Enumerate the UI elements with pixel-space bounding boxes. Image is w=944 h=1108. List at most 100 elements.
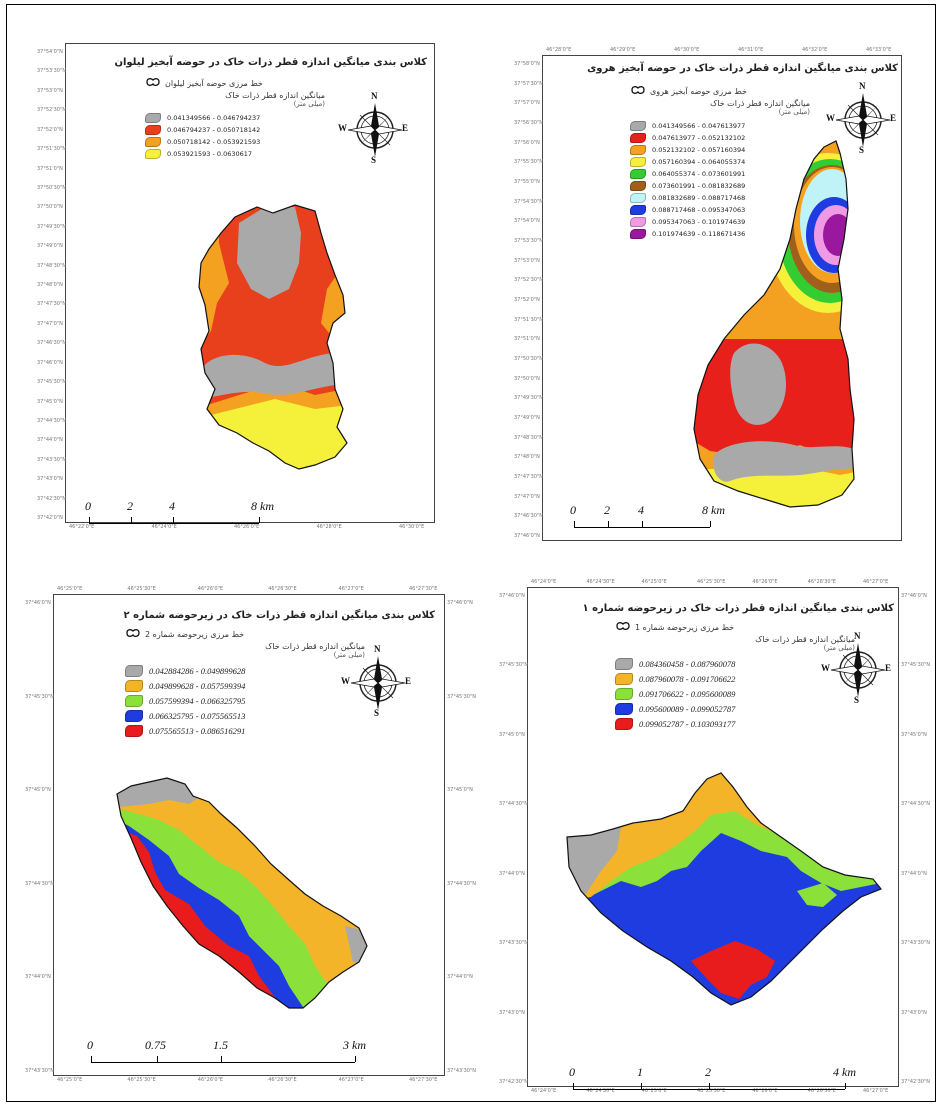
scale-label: 4 [638,503,644,517]
latitude-tick: 37°46'0"N [901,593,927,599]
legend-swatch [615,672,633,685]
compass-label-s: S [371,155,377,165]
latitude-tick: 37°58'0"N [514,61,540,67]
class-zone [691,941,775,999]
latitude-tick: 37°45'30"N [901,662,931,669]
legend-items: 0.041349566 - 0.047613977 0.047613977 - 0… [630,120,810,240]
legend-swatch [615,717,633,730]
latitude-tick: 37°45'0"N [37,398,63,405]
class-zone [237,207,301,299]
legend: خط مرزی زیرحوضه شماره 2 میانگین اندازه ق… [125,628,365,738]
legend-label: 0.081832689 - 0.088717468 [652,194,746,202]
scale-label: 0 [87,1038,93,1052]
latitude-tick: 37°46'0"N [25,600,51,606]
legend-swatch [145,125,161,135]
latitude-tick: 37°52'0"N [37,126,63,133]
scale-label: 3 km [343,1038,366,1052]
legend-item: 0.095600089 - 0.099052787 [615,701,855,716]
latitude-tick: 37°51'30"N [37,146,67,153]
latitude-tick: 37°50'0"N [514,375,540,382]
latitude-tick: 37°43'30"N [499,940,529,947]
longitude-tick: 46°27'0"E [863,579,889,585]
scale-label: 2 [127,499,133,513]
legend-items: 0.041349566 - 0.046794237 0.046794237 - 0… [145,112,325,160]
latitude-tick: 37°50'30"N [514,356,544,362]
legend-swatch [630,157,646,167]
longitude-tick: 46°29'0"E [610,47,636,53]
scale-label: 0 [569,1065,575,1079]
longitude-tick: 46°25'0"E [641,579,667,585]
latitude-tick: 37°42'30"N [901,1079,931,1085]
legend-item: 0.095347063 - 0.101974639 [630,216,810,228]
legend-label: 0.041349566 - 0.047613977 [652,122,746,130]
legend-label: 0.095600089 - 0.099052787 [639,703,736,714]
legend-swatch [125,694,143,707]
legend-label: 0.052132102 - 0.057160394 [652,146,746,154]
legend-label: 0.041349566 - 0.046794237 [167,114,261,122]
compass-label-e: E [402,123,409,133]
scale-bar: 0 2 4 8 km [570,503,770,533]
longitude-tick: 46°28'0"E [316,524,342,530]
legend-item: 0.049899628 - 0.057599394 [125,678,365,693]
compass-label-e: E [885,663,892,673]
class-zone [567,821,621,895]
latitude-tick: 37°54'0"N [514,218,540,225]
legend-unit: (میلی متر) [823,644,855,652]
latitude-tick: 37°52'30"N [514,277,544,284]
scale-label: 4 [169,499,175,513]
compass-label-n: N [859,81,866,91]
longitude-tick: 46°24'30"E [586,1088,615,1094]
latitude-tick: 37°53'30"N [514,238,544,244]
compass-label-n: N [371,91,378,101]
scale-label: 0 [570,503,576,517]
legend-item: 0.050718142 - 0.053921593 [145,136,325,148]
legend-swatch [630,229,646,239]
class-zone [713,441,854,482]
class-zone [730,343,786,425]
legend-unit: (میلی متر) [293,100,325,108]
legend-swatch [630,169,646,179]
legend-label: 0.049899628 - 0.057599394 [149,680,246,691]
longitude-tick: 46°33'0"E [866,47,892,53]
latitude-tick: 37°48'0"N [37,282,63,288]
scale-label: 0.75 [145,1038,166,1052]
basin-map-subbasin-2 [116,777,368,1009]
map-panel-lilovan: 37°54'0"N 37°53'30"N 37°53'0"N 37°52'30"N 37… [35,33,435,543]
latitude-tick: 37°54'30"N [514,198,544,205]
latitude-tick: 37°57'30"N [514,80,544,87]
longitude-tick: 46°27'30"E [409,586,438,592]
latitude-tick: 37°44'30"N [499,801,529,808]
longitude-tick: 46°31'0"E [738,47,764,53]
legend-label: 0.091706622 - 0.095600089 [639,688,736,699]
latitude-tick: 37°45'30"N [499,662,529,669]
basin-boundary [693,140,855,508]
latitude-tick: 37°54'0"N [37,49,63,55]
compass-label-e: E [405,676,412,686]
compass-label-s: S [854,695,860,705]
latitude-tick: 37°53'30"N [37,68,67,75]
latitude-tick: 37°45'30"N [447,693,477,700]
legend-label: 0.095347063 - 0.101974639 [652,218,746,226]
legend-swatch [630,121,646,131]
latitude-tick: 37°51'0"N [514,336,540,343]
latitude-tick: 37°45'0"N [25,787,51,794]
scale-label: 2 [705,1065,711,1079]
latitude-tick: 37°43'0"N [499,1009,525,1016]
scale-label: 1 [637,1065,643,1079]
compass-label-s: S [859,145,865,155]
latitude-tick: 37°51'30"N [514,316,544,323]
legend: خط مرزی حوضه آبخیز لیلوان میانگین اندازه… [145,77,325,160]
boundary-outline-icon [630,85,646,97]
longitude-tick: 46°24'30"E [586,579,615,585]
longitude-tick: 46°25'0"E [57,1077,83,1083]
legend-item: 0.046794237 - 0.050718142 [145,124,325,136]
legend-label: 0.053921593 - 0.0630617 [167,150,253,158]
longitude-tick: 46°25'30"E [697,579,726,585]
legend-swatch [145,149,161,159]
scale-bar: 0 1 2 4 km [567,1065,887,1095]
legend-item: 0.042884286 - 0.049899628 [125,663,365,678]
latitude-tick: 37°44'0"N [447,974,473,981]
longitude-tick: 46°26'0"E [752,1088,778,1094]
latitude-tick: 37°48'0"N [514,454,540,461]
latitude-tick: 37°47'0"N [514,493,540,500]
